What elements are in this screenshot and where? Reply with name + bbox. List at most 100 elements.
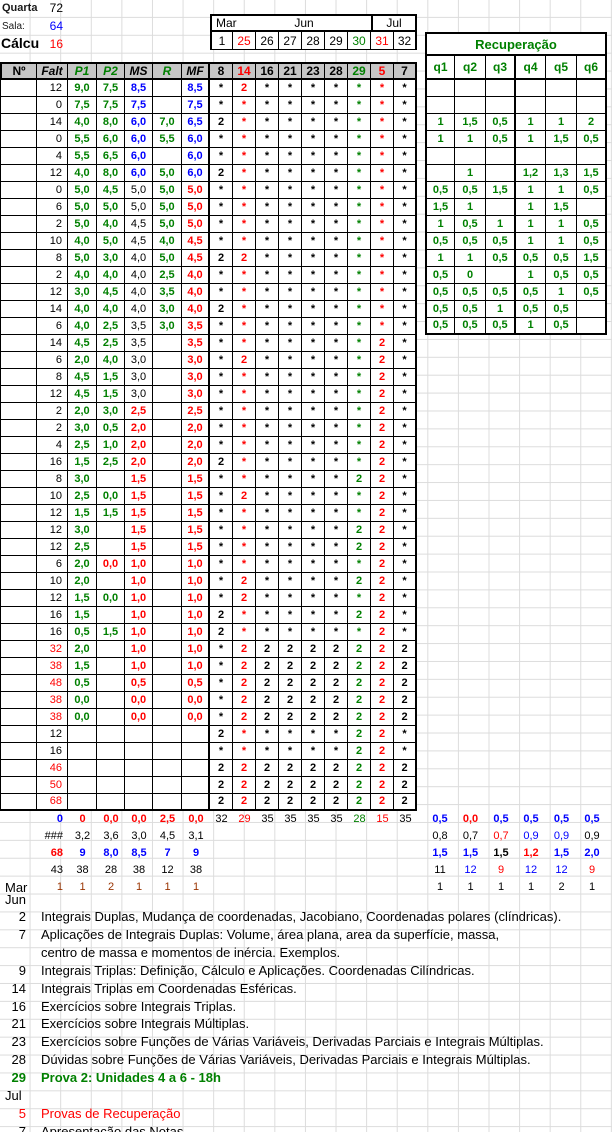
week-number-cell[interactable]: 29 xyxy=(325,32,348,50)
grade-cell[interactable]: 4,0 xyxy=(125,250,153,267)
absences-cell[interactable]: 32 xyxy=(37,641,68,658)
student-number-cell[interactable] xyxy=(0,114,37,131)
attendance-cell[interactable]: 2 xyxy=(256,777,279,794)
absences-cell[interactable]: 10 xyxy=(37,573,68,590)
student-number-cell[interactable] xyxy=(0,267,37,284)
grade-cell[interactable] xyxy=(153,80,182,97)
attendance-cell[interactable]: 2 xyxy=(233,352,256,369)
week-number-cell[interactable]: 32 xyxy=(394,32,417,50)
grade-cell[interactable]: 1,5 xyxy=(125,488,153,505)
grade-cell[interactable]: 4,5 xyxy=(97,284,125,301)
q-grade-cell[interactable]: 0,5 xyxy=(577,284,607,301)
week-number-cell[interactable]: 31 xyxy=(371,32,394,50)
attendance-cell[interactable]: 2 xyxy=(233,794,256,811)
attendance-cell[interactable]: 2 xyxy=(325,675,348,692)
attendance-cell[interactable]: * xyxy=(302,471,325,488)
student-number-cell[interactable] xyxy=(0,454,37,471)
absences-cell[interactable]: 4 xyxy=(37,437,68,454)
grade-cell[interactable]: 1,5 xyxy=(125,471,153,488)
summary-cell[interactable]: 0,0 xyxy=(188,813,204,825)
grade-cell[interactable] xyxy=(153,471,182,488)
summary-cell[interactable]: 0,5 xyxy=(553,813,570,825)
attendance-cell[interactable]: * xyxy=(348,250,371,267)
attendance-cell[interactable]: * xyxy=(279,267,302,284)
attendance-cell[interactable]: * xyxy=(302,335,325,352)
attendance-cell[interactable]: * xyxy=(256,624,279,641)
attendance-cell[interactable]: * xyxy=(302,250,325,267)
q-grade-cell[interactable] xyxy=(516,97,546,114)
weekday-label[interactable]: Quarta xyxy=(2,2,38,14)
attendance-cell[interactable]: * xyxy=(256,726,279,743)
attendance-cell[interactable]: * xyxy=(325,590,348,607)
student-number-cell[interactable] xyxy=(0,590,37,607)
attendance-cell[interactable]: * xyxy=(279,607,302,624)
attendance-cell[interactable]: * xyxy=(233,420,256,437)
attendance-cell[interactable]: * xyxy=(256,743,279,760)
summary-cell[interactable]: 1,5 xyxy=(432,847,448,859)
grade-cell[interactable]: 3,0 xyxy=(182,352,210,369)
grade-cell[interactable]: 2,0 xyxy=(68,403,97,420)
attendance-cell[interactable]: 2 xyxy=(394,692,417,709)
student-number-cell[interactable] xyxy=(0,369,37,386)
q-grade-cell[interactable]: 1,3 xyxy=(546,165,577,182)
grade-cell[interactable]: 4,5 xyxy=(68,369,97,386)
grade-cell[interactable]: 6,0 xyxy=(125,165,153,182)
student-number-cell[interactable] xyxy=(0,641,37,658)
absences-cell[interactable]: 12 xyxy=(37,505,68,522)
grade-cell[interactable]: 2,5 xyxy=(97,335,125,352)
attendance-cell[interactable]: * xyxy=(256,352,279,369)
attendance-cell[interactable]: * xyxy=(302,590,325,607)
attendance-cell[interactable]: * xyxy=(279,335,302,352)
attendance-cell[interactable]: 2 xyxy=(210,250,233,267)
grade-cell[interactable]: 2,0 xyxy=(125,420,153,437)
grade-cell[interactable]: 5,0 xyxy=(125,182,153,199)
date-header-cell[interactable]: 7 xyxy=(394,62,417,80)
attendance-cell[interactable]: 2 xyxy=(371,658,394,675)
grade-cell[interactable]: 1,5 xyxy=(97,505,125,522)
attendance-cell[interactable]: * xyxy=(256,80,279,97)
attendance-cell[interactable]: * xyxy=(325,284,348,301)
grade-cell[interactable] xyxy=(153,522,182,539)
absences-cell[interactable]: 38 xyxy=(37,692,68,709)
q-grade-cell[interactable] xyxy=(455,97,486,114)
attendance-cell[interactable]: * xyxy=(348,488,371,505)
grade-cell[interactable]: 2,5 xyxy=(68,437,97,454)
summary-cell[interactable]: 0,9 xyxy=(584,830,600,842)
absences-cell[interactable]: 8 xyxy=(37,250,68,267)
q-column-header[interactable]: q1 xyxy=(425,56,455,80)
attendance-cell[interactable]: 2 xyxy=(348,573,371,590)
grade-cell[interactable]: 3,0 xyxy=(68,471,97,488)
student-number-cell[interactable] xyxy=(0,471,37,488)
grade-cell[interactable]: 4,5 xyxy=(68,335,97,352)
attendance-cell[interactable]: * xyxy=(348,114,371,131)
attendance-cell[interactable]: * xyxy=(210,131,233,148)
q-grade-cell[interactable] xyxy=(486,267,516,284)
attendance-cell[interactable]: * xyxy=(394,539,417,556)
q-grade-cell[interactable]: 0,5 xyxy=(425,301,455,318)
attendance-cell[interactable]: * xyxy=(325,352,348,369)
grade-cell[interactable]: 2,0 xyxy=(182,454,210,471)
grade-cell[interactable]: 7,5 xyxy=(97,97,125,114)
column-header-cell[interactable]: P2 xyxy=(97,62,125,80)
q-grade-cell[interactable]: 1 xyxy=(516,131,546,148)
attendance-cell[interactable]: * xyxy=(394,97,417,114)
column-header-cell[interactable]: P1 xyxy=(68,62,97,80)
attendance-cell[interactable]: * xyxy=(302,539,325,556)
grade-cell[interactable]: 5,0 xyxy=(125,199,153,216)
attendance-cell[interactable]: 2 xyxy=(256,692,279,709)
q-grade-cell[interactable]: 1,5 xyxy=(425,199,455,216)
q-grade-cell[interactable]: 0,5 xyxy=(455,233,486,250)
student-number-cell[interactable] xyxy=(0,301,37,318)
attendance-cell[interactable]: * xyxy=(256,556,279,573)
attendance-cell[interactable]: 2 xyxy=(302,658,325,675)
attendance-cell[interactable]: * xyxy=(279,556,302,573)
grade-cell[interactable]: 4,0 xyxy=(97,301,125,318)
attendance-cell[interactable]: * xyxy=(325,386,348,403)
attendance-cell[interactable]: * xyxy=(256,471,279,488)
attendance-cell[interactable]: * xyxy=(233,335,256,352)
grade-cell[interactable] xyxy=(182,794,210,811)
attendance-cell[interactable]: * xyxy=(302,131,325,148)
attendance-cell[interactable]: * xyxy=(279,369,302,386)
attendance-cell[interactable]: 2 xyxy=(371,420,394,437)
student-number-cell[interactable] xyxy=(0,675,37,692)
